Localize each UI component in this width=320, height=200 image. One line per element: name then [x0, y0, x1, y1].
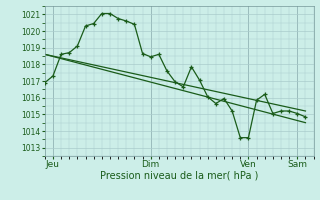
- X-axis label: Pression niveau de la mer( hPa ): Pression niveau de la mer( hPa ): [100, 171, 258, 181]
